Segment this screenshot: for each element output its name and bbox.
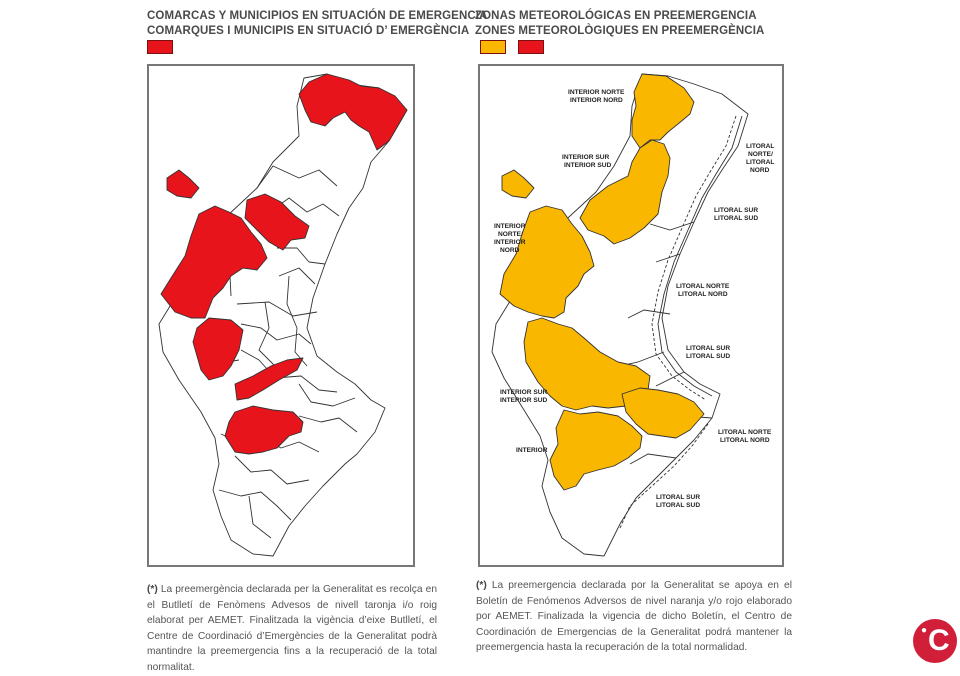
label-interior-sur-2: INTERIOR SUD [564,162,611,169]
right-title-va: ZONES METEOROLÒGIQUES EN PREEMERGÈNCIA [475,25,765,37]
label-interior-sur-w-1: INTERIOR SUR [500,389,547,396]
label-litoral-norte-4: NORD [750,167,770,174]
left-footnote: (*) La preemergència declarada per la Ge… [147,582,437,676]
right-footnote: (*) La preemergencia declarada por la Ge… [476,578,792,656]
label-litoral-norte-2: NORTE/ [748,151,773,158]
label-litoral-norte-mid-2: LITORAL NORD [678,291,728,298]
region-upper-middle [244,193,310,251]
label-litoral-sur-s-2: LITORAL SUD [656,502,700,509]
label-interior-norte-w-3: INTERIOR [494,239,526,246]
zone-interior-nord [631,73,695,149]
label-litoral-norte-mid-1: LITORAL NORTE [676,283,730,290]
region-west-large [160,205,268,319]
zone-interior [549,409,643,491]
zone-enclave [501,169,535,199]
region-diagonal-strip [234,357,304,401]
label-litoral-sur-mid-2: LITORAL SUD [686,353,730,360]
left-title-es: COMARCAS Y MUNICIPIOS EN SITUACIÓN DE EM… [147,10,488,22]
region-west-middle [192,317,244,381]
label-interior-sur-w-2: INTERIOR SUD [500,397,547,404]
label-interior: INTERIOR [516,447,548,454]
right-footnote-marker: (*) [476,580,487,591]
emergency-map [147,64,415,567]
label-litoral-sur-1: LITORAL SUR [714,207,758,214]
label-litoral-norte-s-2: LITORAL NORD [720,437,770,444]
label-litoral-norte-1: LITORAL [746,143,774,150]
label-litoral-norte-s-1: LITORAL NORTE [718,429,772,436]
label-litoral-sur-s-1: LITORAL SUR [656,494,700,501]
legend-emergency-swatch [147,40,173,54]
zone-interior-nord-west [499,205,595,319]
left-footnote-text: La preemergència declarada per la Genera… [147,584,437,673]
coast-line-inner [651,115,737,401]
legend-red-swatch [518,40,544,54]
label-litoral-sur-2: LITORAL SUD [714,215,758,222]
right-title-es: ZONAS METEOROLÓGICAS EN PREEMERGENCIA [475,10,757,22]
right-footnote-text: La preemergencia declarada por la Genera… [476,580,792,654]
zones-map: INTERIOR NORTE INTERIOR NORD LITORAL NOR… [478,64,784,567]
region-south-cluster [224,405,304,455]
legend-orange-swatch [480,40,506,54]
zone-litoral-south-orange [621,387,705,439]
label-litoral-sur-mid-1: LITORAL SUR [686,345,730,352]
left-footnote-marker: (*) [147,584,158,595]
label-interior-nord: INTERIOR NORD [570,97,623,104]
label-litoral-norte-3: LITORAL [746,159,774,166]
label-interior-norte-w-1: INTERIOR [494,223,526,230]
label-interior-norte: INTERIOR NORTE [568,89,625,96]
site-logo[interactable]: ● C [913,619,957,663]
label-interior-sur-1: INTERIOR SUR [562,154,609,161]
region-north-emergency [298,73,408,151]
label-interior-norte-w-4: NORD [500,247,520,254]
left-title-va: COMARQUES I MUNICIPIS EN SITUACIÓ D’ EME… [147,25,470,37]
label-interior-norte-w-2: NORTE/ [498,231,523,238]
logo-dot-icon: ● [921,625,928,636]
zone-interior-sud-north [579,139,671,245]
logo-letter: C [928,624,950,657]
zones-territory-outline [491,73,749,557]
region-isolated-enclave [166,169,200,199]
